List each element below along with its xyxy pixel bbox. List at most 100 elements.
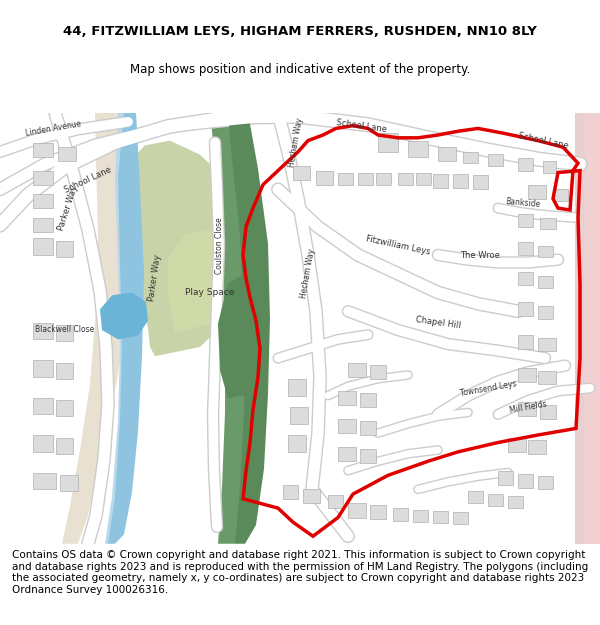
Polygon shape xyxy=(56,362,73,379)
Polygon shape xyxy=(210,112,258,544)
Polygon shape xyxy=(33,472,56,489)
Polygon shape xyxy=(316,171,333,185)
Polygon shape xyxy=(518,402,536,416)
Polygon shape xyxy=(453,512,468,524)
Polygon shape xyxy=(488,494,503,506)
Polygon shape xyxy=(58,147,76,161)
Polygon shape xyxy=(393,508,408,521)
Polygon shape xyxy=(338,391,356,405)
Polygon shape xyxy=(360,449,376,463)
Polygon shape xyxy=(408,141,428,156)
Polygon shape xyxy=(56,400,73,416)
Polygon shape xyxy=(348,362,366,377)
Polygon shape xyxy=(508,438,526,452)
Polygon shape xyxy=(585,112,600,544)
Text: School Lane: School Lane xyxy=(517,131,569,151)
Text: The Wroe: The Wroe xyxy=(460,251,500,259)
Polygon shape xyxy=(416,173,431,185)
Polygon shape xyxy=(290,407,308,424)
Polygon shape xyxy=(413,510,428,522)
Polygon shape xyxy=(540,405,556,419)
Text: School Lane: School Lane xyxy=(336,118,388,134)
Polygon shape xyxy=(575,112,600,544)
Polygon shape xyxy=(360,421,376,435)
Polygon shape xyxy=(108,112,144,544)
Polygon shape xyxy=(433,174,448,188)
Text: Linden Avenue: Linden Avenue xyxy=(25,119,82,138)
Polygon shape xyxy=(288,379,306,396)
Text: Fitzwilliam Leys: Fitzwilliam Leys xyxy=(365,234,431,257)
Polygon shape xyxy=(538,476,553,489)
Polygon shape xyxy=(33,398,53,414)
Polygon shape xyxy=(528,440,546,454)
Polygon shape xyxy=(60,475,78,491)
Polygon shape xyxy=(288,435,306,452)
Polygon shape xyxy=(348,504,366,518)
Polygon shape xyxy=(338,173,353,185)
Polygon shape xyxy=(518,368,536,381)
Polygon shape xyxy=(376,173,391,185)
Polygon shape xyxy=(518,302,533,316)
Polygon shape xyxy=(370,364,386,379)
Polygon shape xyxy=(62,112,128,544)
Polygon shape xyxy=(518,474,533,488)
Polygon shape xyxy=(538,338,556,351)
Polygon shape xyxy=(538,276,553,288)
Polygon shape xyxy=(518,158,533,171)
Polygon shape xyxy=(453,174,468,188)
Polygon shape xyxy=(33,435,53,452)
Polygon shape xyxy=(433,511,448,523)
Polygon shape xyxy=(538,306,553,319)
Polygon shape xyxy=(168,229,228,332)
Polygon shape xyxy=(538,371,556,384)
Polygon shape xyxy=(538,246,553,257)
Polygon shape xyxy=(56,325,73,341)
Polygon shape xyxy=(33,322,53,339)
Polygon shape xyxy=(358,173,373,185)
Polygon shape xyxy=(398,173,413,185)
Text: Parker Way: Parker Way xyxy=(56,184,80,232)
Polygon shape xyxy=(328,495,343,508)
Polygon shape xyxy=(33,142,53,156)
Polygon shape xyxy=(283,485,298,499)
Text: Parker Way: Parker Way xyxy=(147,254,163,302)
Polygon shape xyxy=(33,171,53,185)
Polygon shape xyxy=(518,272,533,285)
Text: Blackwell Close: Blackwell Close xyxy=(35,326,95,334)
Polygon shape xyxy=(378,133,398,152)
Polygon shape xyxy=(33,360,53,377)
Polygon shape xyxy=(488,154,503,166)
Polygon shape xyxy=(33,194,53,208)
Text: Bankside: Bankside xyxy=(505,198,541,209)
Text: Map shows position and indicative extent of the property.: Map shows position and indicative extent… xyxy=(130,63,470,76)
Polygon shape xyxy=(56,241,73,257)
Text: Play Space: Play Space xyxy=(185,288,235,297)
Polygon shape xyxy=(553,189,568,201)
Text: Mill Fields: Mill Fields xyxy=(509,399,547,414)
Text: 44, FITZWILLIAM LEYS, HIGHAM FERRERS, RUSHDEN, NN10 8LY: 44, FITZWILLIAM LEYS, HIGHAM FERRERS, RU… xyxy=(63,25,537,38)
Text: Coulston Close: Coulston Close xyxy=(215,217,224,274)
Polygon shape xyxy=(360,393,376,407)
Polygon shape xyxy=(228,112,270,544)
Polygon shape xyxy=(468,491,483,504)
Polygon shape xyxy=(293,166,310,180)
Polygon shape xyxy=(463,152,478,163)
Text: Townsend Leys: Townsend Leys xyxy=(459,379,517,398)
Polygon shape xyxy=(125,141,245,356)
Polygon shape xyxy=(518,335,533,349)
Polygon shape xyxy=(543,161,556,172)
Polygon shape xyxy=(218,272,268,399)
Polygon shape xyxy=(338,448,356,461)
Polygon shape xyxy=(105,112,142,544)
Text: Hecham Way: Hecham Way xyxy=(287,117,305,168)
Text: Contains OS data © Crown copyright and database right 2021. This information is : Contains OS data © Crown copyright and d… xyxy=(12,550,588,595)
Polygon shape xyxy=(370,505,386,519)
Polygon shape xyxy=(56,438,73,454)
Polygon shape xyxy=(540,217,556,229)
Polygon shape xyxy=(33,217,53,231)
Polygon shape xyxy=(33,238,53,255)
Text: School Lane: School Lane xyxy=(63,165,113,195)
Polygon shape xyxy=(498,471,513,485)
Polygon shape xyxy=(473,175,488,189)
Text: Chapel Hill: Chapel Hill xyxy=(415,315,461,330)
